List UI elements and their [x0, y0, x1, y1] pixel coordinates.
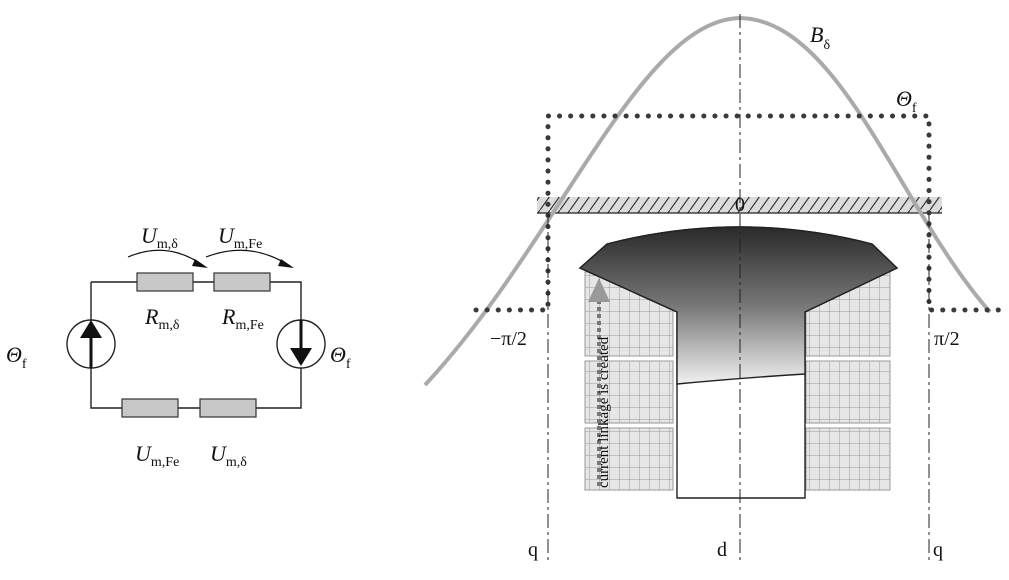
u-m-delta-top-label: Um,δ	[141, 223, 178, 252]
arrow-up-icon	[588, 278, 610, 302]
arrow-up-icon	[80, 320, 102, 338]
r-m-delta-label: Rm,δ	[144, 304, 180, 333]
arrow-down-icon	[290, 348, 312, 366]
current-linkage-caption: current linkage is created	[596, 336, 612, 488]
resistor-iron-top	[213, 272, 271, 292]
zero-label: 0	[735, 194, 745, 216]
air-gap-flux-density-curve	[423, 15, 992, 387]
minus-pi-half-label: −π/2	[490, 328, 527, 350]
q-axis-right-label: q	[933, 539, 943, 561]
resistor-air-gap-bottom	[199, 398, 257, 418]
theta-f-label: Θf	[896, 86, 917, 116]
salient-pole-diagram: Bδ Θf 0 −π/2 π/2 q d q current linkage i…	[423, 14, 1003, 561]
pi-half-label: π/2	[934, 328, 960, 350]
theta-f-left-label: Θf	[6, 342, 27, 372]
mmf-source-left	[66, 319, 116, 369]
u-m-fe-top-label: Um,Fe	[218, 223, 262, 252]
q-axis-left-label: q	[528, 539, 538, 561]
voltage-drop-arrow-fe	[205, 249, 291, 267]
voltage-drop-arrow-delta	[127, 249, 205, 267]
pole-shoe-flux-shading	[578, 226, 899, 385]
resistor-iron-bottom	[121, 398, 179, 418]
magnetic-circuit: Θf Θf Um,δ Um,Fe Rm,δ Rm,Fe Um,Fe Um,δ	[6, 223, 351, 470]
resistor-air-gap-top	[136, 272, 194, 292]
mmf-source-right	[276, 319, 326, 369]
stator-surface	[537, 197, 942, 213]
u-m-delta-bottom-label: Um,δ	[210, 441, 247, 470]
theta-f-right-label: Θf	[330, 342, 351, 372]
b-delta-label: Bδ	[810, 22, 830, 53]
current-linkage-waveform	[473, 113, 1003, 313]
d-axis-label: d	[717, 539, 727, 561]
u-m-fe-bottom-label: Um,Fe	[135, 441, 179, 470]
r-m-fe-label: Rm,Fe	[221, 304, 264, 333]
circuit-wire	[90, 281, 302, 409]
